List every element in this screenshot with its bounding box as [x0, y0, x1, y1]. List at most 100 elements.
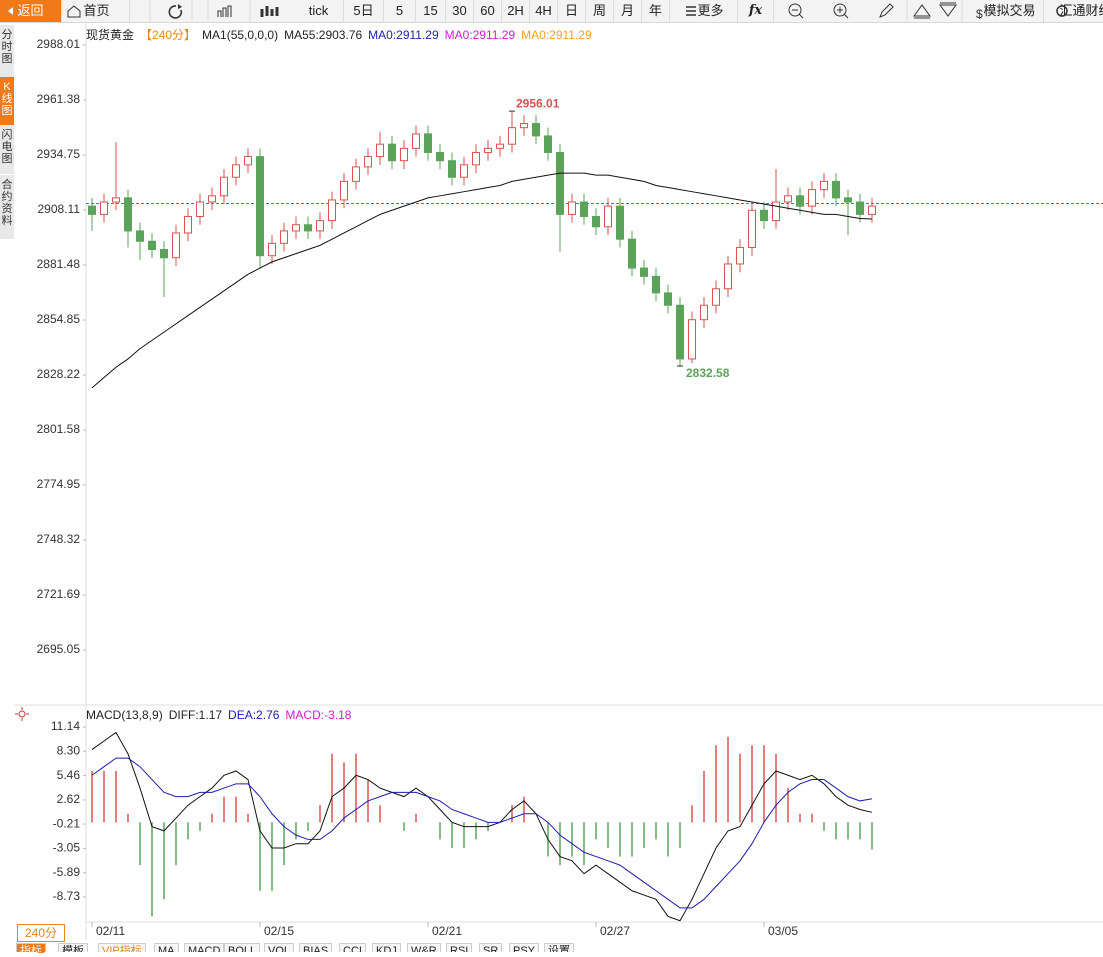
legend-entry: MACD:-3.18: [285, 708, 352, 722]
candle-body: [580, 201, 588, 217]
y-tick-label: 2828.22: [37, 367, 81, 381]
indicator-tab[interactable]: SR: [479, 943, 503, 952]
candle-body: [340, 180, 348, 201]
candle-body: [784, 195, 792, 203]
legend-entry: DEA:2.76: [228, 708, 280, 722]
x-tick-label: 02/11: [96, 924, 125, 938]
indicator-tab[interactable]: CCI: [339, 943, 366, 952]
toolbar-button[interactable]: 更多: [670, 0, 738, 22]
y-tick-label: 2988.01: [37, 37, 81, 51]
indicator-tab[interactable]: W&R: [407, 943, 441, 952]
legend-entry: MA0:2911.29: [368, 28, 439, 42]
y-tick-label: 2908.11: [38, 202, 81, 216]
legend-entry: MA1(55,0,0,0): [202, 28, 279, 42]
indicator-icon[interactable]: [15, 707, 29, 721]
high-label: 2956.01: [516, 96, 560, 110]
toolbar: 返回首页tick5日51530602H4H日周月年更多fx模拟交易汇通财经$: [0, 0, 1103, 23]
candle-body: [424, 133, 432, 153]
candle-body: [208, 195, 216, 203]
candle-body: [700, 304, 708, 321]
candle-body: [328, 199, 336, 222]
toolbar-button[interactable]: 月: [614, 0, 642, 22]
legend-entry: MA55:2903.76: [284, 28, 363, 42]
toolbar-button[interactable]: 15: [416, 0, 446, 22]
sidebar-tab[interactable]: K线图: [0, 77, 14, 126]
candle-body: [592, 215, 600, 228]
toolbar-button[interactable]: 日: [558, 0, 586, 22]
y-tick-label: -8.73: [53, 889, 81, 903]
macd-legend: MACD(13,8,9) DIFF:1.17 DEA:2.76 MACD:-3.18: [86, 708, 357, 722]
toolbar-button[interactable]: 2H: [502, 0, 530, 22]
x-tick-label: 03/05: [768, 924, 798, 938]
indicator-tab[interactable]: MA: [154, 943, 179, 952]
sidebar-tab[interactable]: 闪电图: [0, 125, 14, 174]
y-tick-label: 2.62: [57, 792, 81, 806]
low-label: 2832.58: [686, 366, 730, 380]
candle-body: [496, 143, 504, 149]
toolbar-button[interactable]: 返回: [0, 0, 62, 22]
toolbar-button[interactable]: 5日: [344, 0, 384, 22]
candle-body: [232, 164, 240, 178]
indicator-tab[interactable]: 指标: [16, 943, 46, 952]
sidebar-tab[interactable]: 合约资料: [0, 175, 14, 239]
indicator-tab[interactable]: 模板: [58, 943, 88, 952]
candle-body: [280, 230, 288, 244]
toolbar-button[interactable]: 首页: [64, 0, 130, 22]
indicator-tab[interactable]: PSY: [509, 943, 540, 952]
candle-body: [676, 304, 684, 360]
toolbar-button[interactable]: 5: [384, 0, 416, 22]
indicator-tab[interactable]: MACD: [184, 943, 225, 952]
candle-body: [172, 232, 180, 259]
candle-body: [220, 176, 228, 197]
toolbar-button[interactable]: 60: [474, 0, 502, 22]
indicator-tab[interactable]: VIP指标: [98, 943, 146, 952]
indicator-tab[interactable]: BOLL: [224, 943, 261, 952]
x-tick-label: 02/21: [432, 924, 462, 938]
toolbar-button[interactable]: fx: [738, 0, 774, 22]
candle-body: [304, 224, 312, 232]
candle-body: [568, 201, 576, 215]
y-tick-label: -3.05: [53, 841, 81, 855]
sidebar-tab[interactable]: 分时图: [0, 25, 14, 79]
indicator-tab[interactable]: BIAS: [299, 943, 333, 952]
candle-body: [652, 275, 660, 294]
candle-body: [868, 205, 876, 215]
legend-entry: MACD(13,8,9): [86, 708, 163, 722]
toolbar-button[interactable]: 周: [586, 0, 614, 22]
indicator-tab[interactable]: RSI: [446, 943, 473, 952]
toolbar-button[interactable]: 年: [642, 0, 670, 22]
candle-body: [688, 319, 696, 360]
candle-body: [772, 201, 780, 222]
toolbar-button[interactable]: 模拟交易: [962, 0, 1044, 22]
candle-body: [100, 201, 108, 215]
main-legend: 现货黄金 【240分】 MA1(55,0,0,0) MA55:2903.76 MA0:2…: [86, 26, 598, 43]
y-tick-label: 2721.69: [37, 587, 81, 601]
candle-body: [604, 205, 612, 228]
dea-line: [91, 757, 873, 909]
indicator-tab[interactable]: 设置: [544, 943, 574, 952]
candle-body: [364, 156, 372, 168]
y-tick-label: 2881.48: [37, 257, 81, 271]
candle-body: [472, 151, 480, 166]
y-tick-label: 2695.05: [37, 642, 81, 656]
candle-body: [244, 156, 252, 166]
candle-body: [628, 238, 636, 269]
toolbar-button[interactable]: 4H: [530, 0, 558, 22]
toolbar-button[interactable]: tick: [294, 0, 344, 22]
y-tick-label: 2934.75: [37, 147, 81, 161]
indicator-tab[interactable]: VOL: [264, 943, 295, 952]
toolbar-button[interactable]: 汇通财经: [1044, 0, 1103, 22]
candle-body: [640, 267, 648, 277]
candle-body: [352, 166, 360, 182]
candle-body: [544, 135, 552, 153]
indicator-tab[interactable]: KDJ: [372, 943, 401, 952]
candle-body: [256, 156, 264, 257]
candle-body: [616, 205, 624, 240]
toolbar-button[interactable]: 30: [446, 0, 474, 22]
period-button[interactable]: 240分 ▲: [17, 924, 65, 956]
y-tick-label: 2774.95: [37, 477, 81, 491]
y-tick-label: -5.89: [53, 865, 81, 879]
candle-body: [712, 288, 720, 306]
candle-body: [796, 195, 804, 207]
